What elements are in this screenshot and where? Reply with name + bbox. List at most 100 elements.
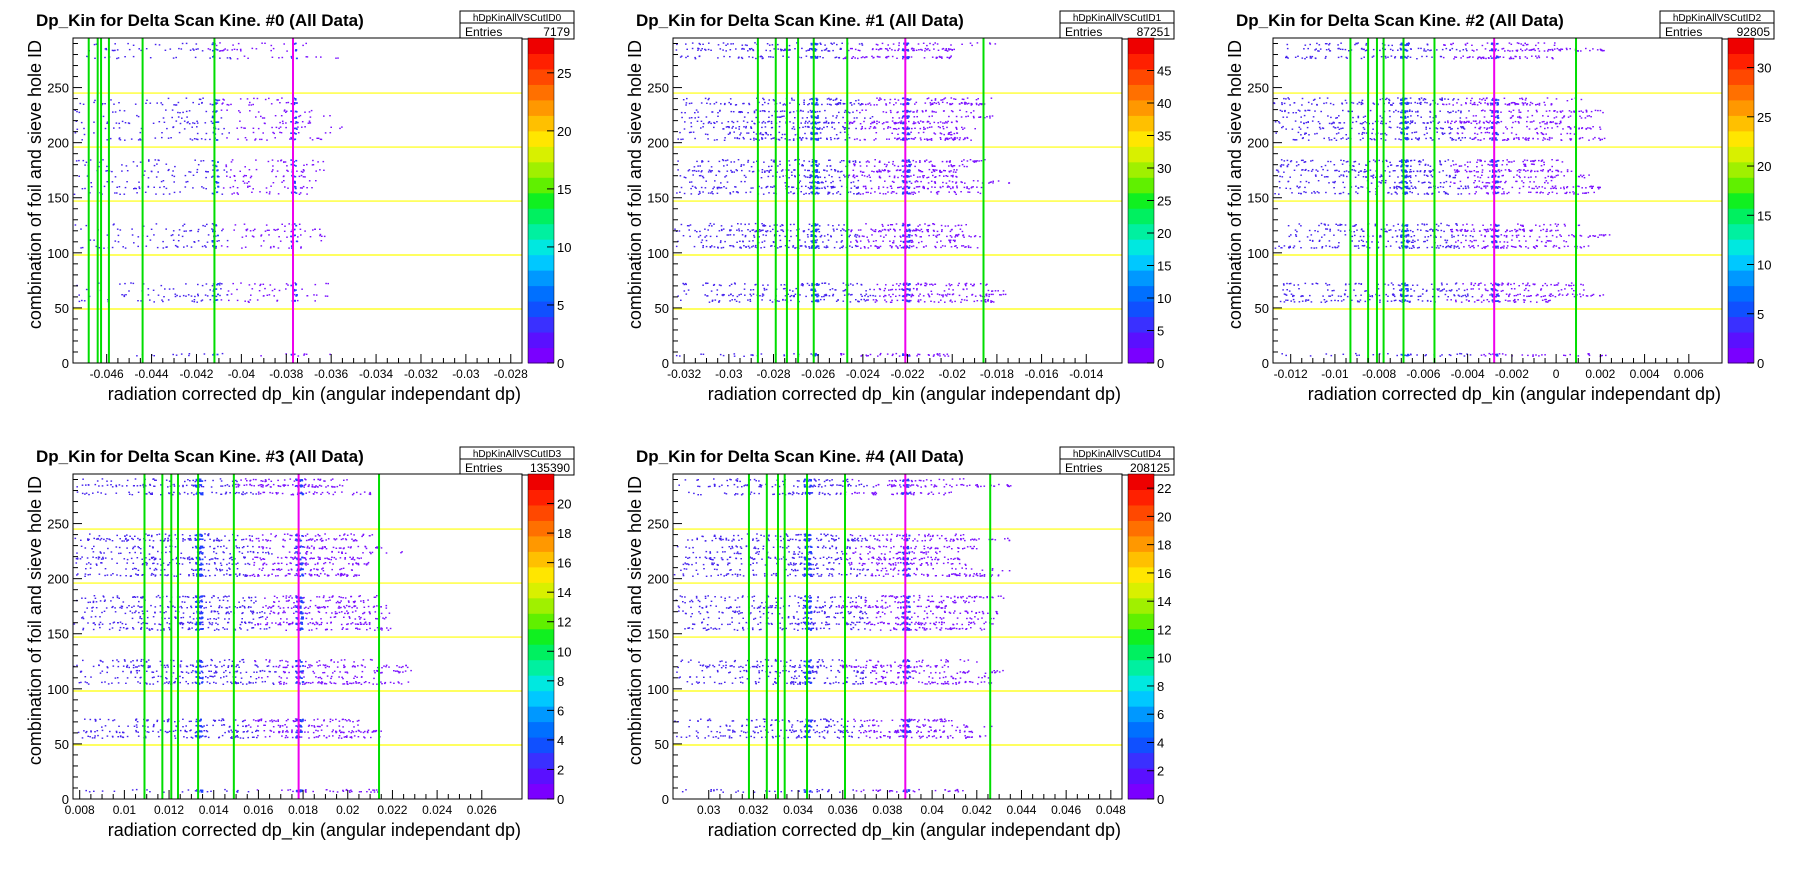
data-point: [857, 300, 859, 302]
data-point: [220, 299, 223, 301]
data-point: [821, 128, 823, 130]
data-point: [751, 120, 753, 122]
data-point: [285, 122, 287, 124]
data-point: [912, 287, 915, 290]
data-point: [953, 165, 956, 167]
data-point: [111, 181, 114, 183]
data-point: [1501, 284, 1503, 286]
data-point: [928, 161, 931, 163]
data-point: [750, 354, 752, 356]
data-point: [829, 165, 832, 167]
data-point: [185, 181, 187, 183]
data-point: [159, 186, 161, 189]
data-point: [803, 103, 805, 105]
data-point: [765, 234, 767, 237]
data-point-peak: [907, 57, 909, 60]
data-point: [866, 160, 869, 162]
data-point: [950, 55, 952, 57]
data-point: [700, 127, 702, 129]
data-point-peak: [908, 228, 911, 231]
data-point: [127, 122, 130, 124]
data-point-peak: [1400, 295, 1403, 298]
data-point: [939, 126, 941, 129]
data-point: [1485, 245, 1488, 248]
data-point: [766, 230, 769, 232]
data-point: [699, 234, 702, 237]
data-point: [188, 354, 190, 357]
data-point: [823, 186, 826, 188]
data-point: [949, 103, 951, 105]
data-point: [123, 295, 126, 298]
data-point: [695, 109, 698, 111]
data-point: [117, 241, 120, 243]
data-point: [1310, 301, 1313, 303]
data-point: [832, 180, 834, 183]
data-point: [301, 288, 303, 290]
data-point: [930, 180, 933, 182]
data-point-peak: [810, 235, 813, 237]
data-point: [704, 236, 706, 238]
data-point: [1586, 295, 1589, 297]
data-point: [713, 103, 716, 105]
data-point: [931, 165, 934, 167]
data-point: [209, 138, 211, 141]
data-point: [132, 55, 135, 58]
data-point: [1471, 296, 1474, 298]
data-point: [826, 98, 829, 100]
color-scale-segment: [528, 285, 554, 302]
data-point: [761, 138, 763, 140]
data-point: [254, 139, 256, 141]
data-point: [832, 99, 835, 101]
color-scale-segment: [1128, 130, 1154, 147]
data-point: [952, 186, 954, 188]
data-point: [166, 246, 168, 248]
data-point: [958, 139, 961, 141]
data-point: [755, 138, 758, 140]
data-point-peak: [906, 240, 909, 243]
data-point: [936, 191, 939, 193]
data-point: [843, 294, 846, 296]
data-point: [922, 175, 924, 177]
data-point: [743, 164, 745, 166]
data-point: [148, 160, 150, 162]
data-point: [720, 284, 722, 287]
data-point-peak: [295, 192, 298, 194]
data-point: [977, 98, 979, 100]
data-point: [803, 160, 805, 162]
data-point: [188, 353, 191, 355]
data-point: [1527, 282, 1529, 284]
data-point: [1392, 293, 1395, 295]
data-point-peak: [212, 56, 214, 58]
data-point-peak: [215, 110, 218, 112]
data-point: [1298, 240, 1301, 243]
data-point: [848, 137, 851, 139]
data-point: [861, 354, 863, 357]
data-point: [1532, 355, 1534, 357]
data-point: [196, 120, 198, 122]
data-point: [1488, 352, 1491, 355]
data-point: [932, 284, 934, 286]
data-point: [223, 99, 225, 101]
data-point: [867, 355, 869, 357]
data-point: [1568, 285, 1571, 287]
data-point-peak: [1490, 288, 1493, 290]
data-point: [927, 48, 929, 50]
data-point: [229, 58, 232, 60]
data-point: [221, 283, 223, 285]
data-point: [856, 240, 858, 242]
data-point: [933, 301, 936, 303]
data-point-peak: [295, 121, 298, 123]
data-point: [807, 228, 810, 231]
data-point: [753, 139, 755, 141]
data-point: [972, 180, 975, 182]
data-point-peak: [908, 241, 911, 243]
data-point: [285, 283, 288, 285]
data-point: [891, 49, 893, 51]
data-point: [954, 98, 957, 100]
data-point: [824, 176, 826, 179]
data-point: [909, 245, 911, 247]
data-point: [840, 246, 843, 248]
data-point: [1535, 245, 1538, 247]
data-point: [950, 133, 953, 136]
data-point: [959, 109, 961, 111]
